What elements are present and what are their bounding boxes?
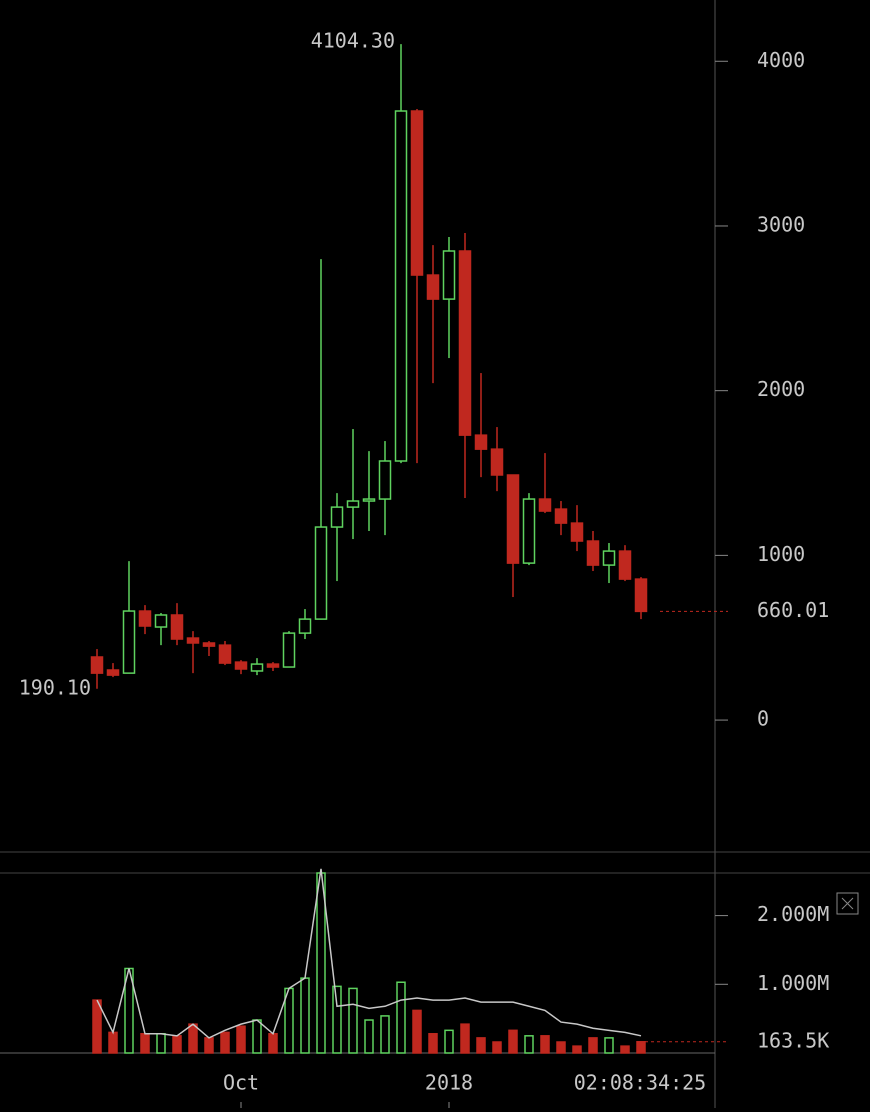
volume-bar xyxy=(332,985,342,1054)
volume-tick-label: 1.000M xyxy=(757,971,829,995)
volume-bar xyxy=(140,1033,150,1054)
volume-bar xyxy=(380,1015,390,1054)
candle-body xyxy=(90,656,104,674)
volume-bar xyxy=(476,1037,486,1054)
y-tick-label: 1000 xyxy=(757,542,805,566)
low-label: 190.10 xyxy=(19,675,91,699)
volume-bar xyxy=(188,1023,198,1054)
candle-body xyxy=(410,110,424,276)
candle-body xyxy=(554,508,568,524)
last-price-label: 660.01 xyxy=(757,598,829,622)
volume-bar xyxy=(620,1045,630,1054)
volume-bar xyxy=(316,872,326,1054)
candle-body xyxy=(330,506,344,528)
candle-body xyxy=(426,274,440,300)
volume-ma-line xyxy=(96,868,642,1039)
candle-body xyxy=(170,614,184,640)
candle-body xyxy=(314,526,328,620)
volume-bar xyxy=(492,1041,502,1054)
candle-body xyxy=(538,498,552,512)
volume-bar xyxy=(524,1035,534,1054)
volume-bar xyxy=(204,1037,214,1054)
volume-bar xyxy=(252,1019,262,1054)
candle-body xyxy=(234,661,248,670)
candle-body xyxy=(522,498,536,564)
candle-body xyxy=(586,540,600,566)
x-tick-label: Oct xyxy=(223,1071,259,1095)
candle-body xyxy=(266,663,280,668)
volume-bar xyxy=(636,1041,646,1054)
volume-bar xyxy=(268,1033,278,1054)
candle-body xyxy=(106,669,120,676)
candle-body xyxy=(362,498,376,502)
candle-body xyxy=(122,610,136,674)
y-tick-label: 0 xyxy=(757,707,769,731)
volume-bar xyxy=(428,1033,438,1054)
volume-bar xyxy=(604,1037,614,1054)
candle-body xyxy=(442,250,456,300)
volume-bar xyxy=(412,1009,422,1054)
volume-bar xyxy=(556,1041,566,1054)
candle-body xyxy=(378,460,392,500)
candle-body xyxy=(202,642,216,647)
volume-bar xyxy=(92,999,102,1054)
close-button[interactable] xyxy=(836,892,859,915)
candle-body xyxy=(154,614,168,628)
volume-bar xyxy=(396,981,406,1054)
volume-bar xyxy=(236,1025,246,1054)
volume-bar xyxy=(588,1037,598,1054)
candle-body xyxy=(490,448,504,476)
high-label: 4104.30 xyxy=(311,29,395,53)
candle-body xyxy=(346,500,360,508)
candle-body xyxy=(186,637,200,644)
close-icon[interactable] xyxy=(841,897,854,910)
candle-body xyxy=(618,550,632,580)
y-tick-label: 2000 xyxy=(757,377,805,401)
candle-body xyxy=(570,522,584,542)
candle-body xyxy=(298,618,312,634)
x-tick-label: 2018 xyxy=(425,1071,473,1095)
volume-bar xyxy=(444,1029,454,1054)
volume-bar xyxy=(364,1019,374,1054)
volume-bar xyxy=(540,1035,550,1054)
candle-body xyxy=(634,578,648,613)
countdown: 02:08:34:25 xyxy=(574,1071,706,1095)
y-tick-label: 3000 xyxy=(757,212,805,236)
candle-body xyxy=(458,250,472,436)
candle-body xyxy=(218,644,232,664)
volume-bar xyxy=(156,1033,166,1054)
candle-body xyxy=(474,434,488,450)
volume-tick-label: 2.000M xyxy=(757,902,829,926)
last-volume-label: 163.5K xyxy=(757,1028,829,1052)
volume-bar xyxy=(172,1035,182,1054)
volume-bar xyxy=(508,1029,518,1054)
volume-bar xyxy=(460,1023,470,1054)
y-tick-label: 4000 xyxy=(757,48,805,72)
volume-bar xyxy=(220,1031,230,1054)
volume-bar xyxy=(300,977,310,1054)
volume-bar xyxy=(348,987,358,1054)
volume-bar xyxy=(572,1045,582,1054)
candle-body xyxy=(602,550,616,566)
candle-body xyxy=(250,663,264,672)
volume-bar xyxy=(108,1031,118,1054)
candle-body xyxy=(282,632,296,668)
candle-body xyxy=(138,610,152,627)
candle-body xyxy=(506,474,520,564)
candle-body xyxy=(394,110,408,462)
